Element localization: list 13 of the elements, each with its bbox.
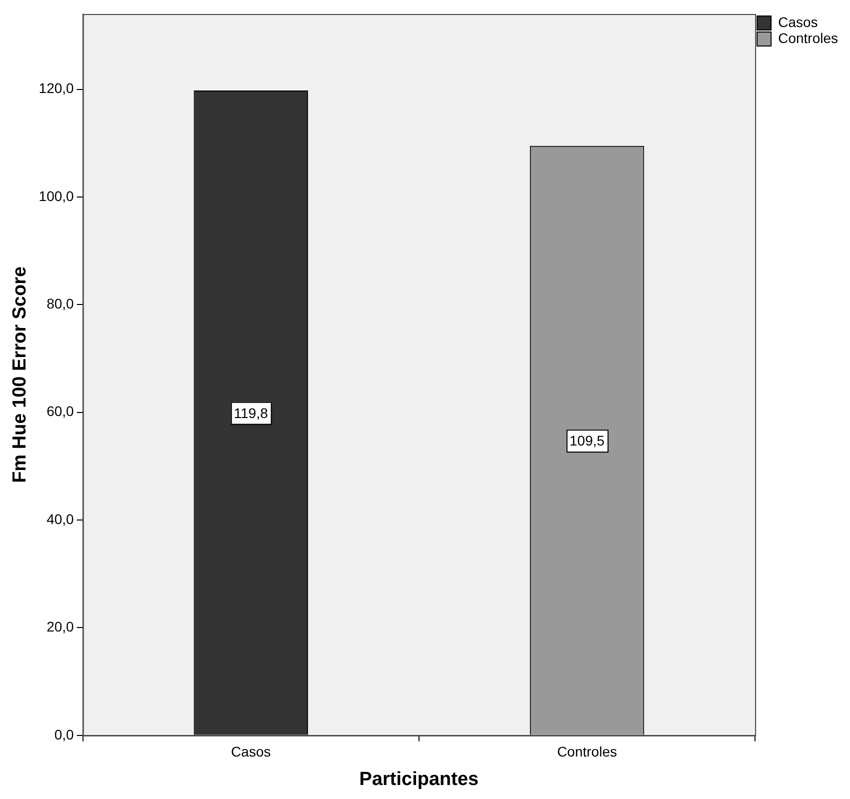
y-tick-label: 0,0	[54, 726, 74, 742]
y-tick-label: 20,0	[46, 618, 74, 635]
y-tick-label: 80,0	[46, 296, 74, 312]
y-tick-label: 40,0	[46, 510, 74, 527]
legend-label: Controles	[778, 30, 838, 46]
x-axis-title: Participantes	[359, 768, 479, 790]
y-axis-title: Fm Hue 100 Error Score	[10, 266, 31, 483]
y-tick-label: 120,0	[38, 80, 74, 96]
y-tick-label: 100,0	[38, 188, 74, 204]
legend-label: Casos	[778, 14, 818, 30]
data-label: 109,5	[569, 432, 605, 449]
y-tick-label: 60,0	[46, 403, 74, 420]
data-label: 119,8	[234, 404, 268, 421]
